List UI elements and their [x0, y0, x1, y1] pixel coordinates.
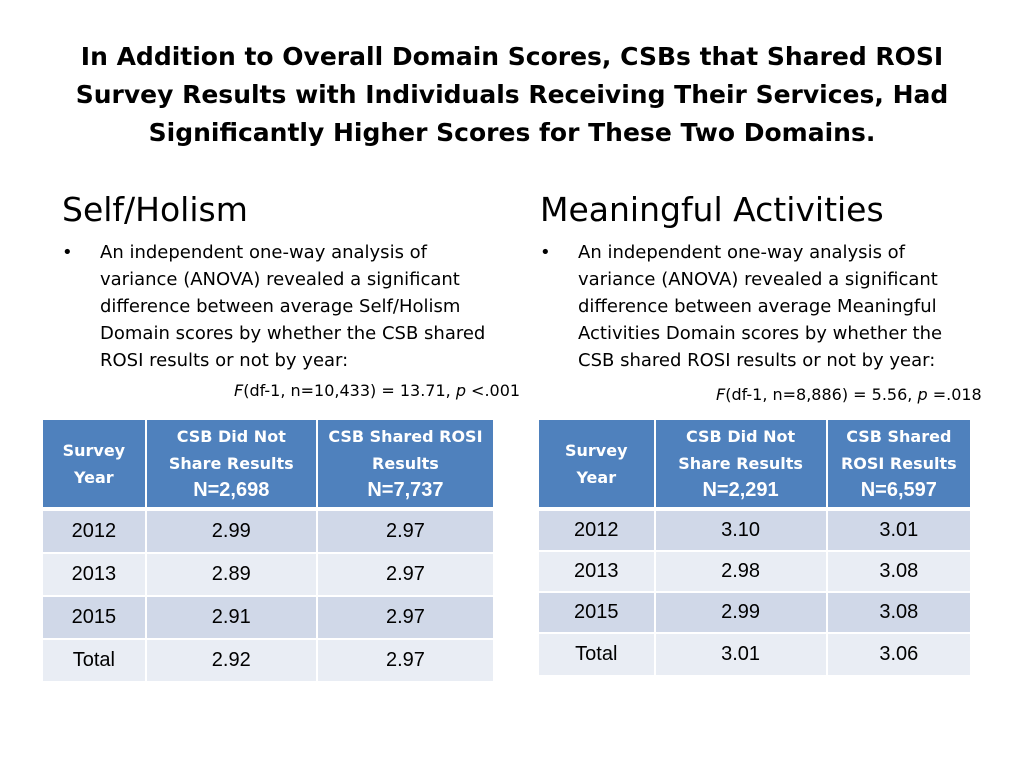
cell-year: 2012: [41, 507, 147, 554]
cell-shared: 3.06: [825, 632, 973, 677]
table-row: Total 2.92 2.97: [41, 638, 496, 683]
cell-not-shared: 2.99: [144, 507, 318, 554]
cell-shared: 2.97: [315, 507, 496, 554]
slide-title: In Addition to Overall Domain Scores, CS…: [75, 42, 949, 147]
meaningful-activities-bullet: • An independent one-way analysis of var…: [540, 239, 968, 374]
header-survey-year: Survey Year: [41, 418, 147, 510]
cell-shared: 3.08: [825, 591, 973, 634]
cell-year: 2013: [41, 552, 147, 597]
self-holism-f-statistic: F(df-1, n=10,433) = 13.71, p <.001: [234, 381, 521, 400]
cell-year: Total: [41, 638, 147, 683]
bullet-marker: •: [62, 242, 73, 263]
table-row: 2015 2.99 3.08: [537, 591, 973, 634]
cell-not-shared: 2.98: [653, 550, 828, 593]
meaningful-activities-table: Survey Year CSB Did Not Share Results N=2…: [537, 418, 973, 677]
cell-not-shared: 2.91: [144, 595, 318, 640]
cell-shared: 3.08: [825, 550, 973, 593]
meaningful-activities-f-statistic: F(df-1, n=8,886) = 5.56, p =.018: [716, 385, 982, 404]
cell-year: Total: [537, 632, 656, 677]
header-not-shared: CSB Did Not Share Results N=2,291: [653, 418, 828, 510]
cell-shared: 2.97: [315, 552, 496, 597]
table-row: Total 3.01 3.06: [537, 632, 973, 677]
header-shared: CSB Shared ROSI Results N=6,597: [825, 418, 973, 510]
self-holism-bullet-text: An independent one-way analysis of varia…: [100, 242, 486, 371]
cell-year: 2015: [537, 591, 656, 634]
bullet-marker: •: [540, 242, 551, 263]
header-survey-year: Survey Year: [537, 418, 656, 510]
cell-not-shared: 2.99: [653, 591, 828, 634]
cell-shared: 3.01: [825, 507, 973, 552]
header-shared: CSB Shared ROSI Results N=7,737: [315, 418, 496, 510]
cell-year: 2015: [41, 595, 147, 640]
cell-not-shared: 2.89: [144, 552, 318, 597]
table-row: 2013 2.98 3.08: [537, 550, 973, 593]
self-holism-bullet: • An independent one-way analysis of var…: [62, 239, 500, 374]
cell-year: 2012: [537, 507, 656, 552]
header-not-shared: CSB Did Not Share Results N=2,698: [144, 418, 318, 510]
table-header-row: Survey Year CSB Did Not Share Results N=2…: [41, 418, 496, 510]
cell-not-shared: 3.10: [653, 507, 828, 552]
cell-shared: 2.97: [315, 638, 496, 683]
cell-year: 2013: [537, 550, 656, 593]
meaningful-activities-bullet-text: An independent one-way analysis of varia…: [578, 242, 943, 371]
self-holism-table: Survey Year CSB Did Not Share Results N=2…: [41, 418, 496, 683]
table-row: 2012 2.99 2.97: [41, 507, 496, 554]
self-holism-heading: Self/Holism: [62, 190, 248, 229]
table-row: 2015 2.91 2.97: [41, 595, 496, 640]
table-row: 2013 2.89 2.97: [41, 552, 496, 597]
meaningful-activities-heading: Meaningful Activities: [540, 190, 884, 229]
table-row: 2012 3.10 3.01: [537, 507, 973, 552]
cell-not-shared: 2.92: [144, 638, 318, 683]
table-header-row: Survey Year CSB Did Not Share Results N=2…: [537, 418, 973, 510]
cell-shared: 2.97: [315, 595, 496, 640]
cell-not-shared: 3.01: [653, 632, 828, 677]
